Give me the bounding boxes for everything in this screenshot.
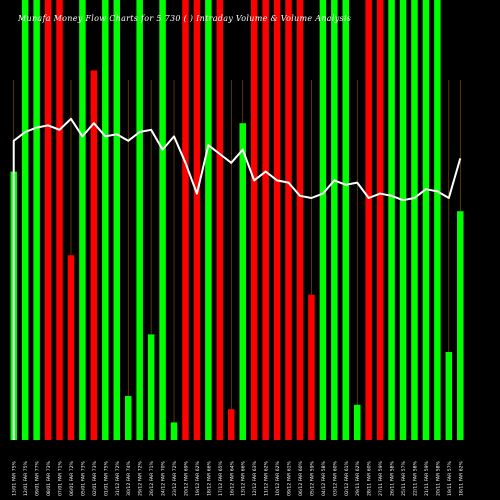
volume-bar <box>457 211 464 440</box>
volume-bar <box>342 0 350 440</box>
volume-bar <box>44 0 52 440</box>
x-tick-label: 12/12 FAR 63% <box>252 460 258 496</box>
x-tick-label: 09/12 FAR 61% <box>287 460 293 496</box>
volume-bar <box>102 0 109 440</box>
volume-bar <box>273 0 281 440</box>
volume-bar <box>124 396 132 440</box>
volume-bars <box>10 0 464 441</box>
x-tick-label: 28/11 FAR 60% <box>367 460 373 496</box>
x-tick-label: 18/11 FAR 62% <box>458 460 464 496</box>
volume-bar <box>33 0 40 440</box>
x-tick-label: 11/12 FAR 62% <box>264 460 270 496</box>
volume-bar <box>308 294 315 440</box>
volume-bar <box>365 0 372 440</box>
volume-bar <box>262 0 269 440</box>
volume-bar <box>159 0 166 440</box>
x-tick-label: 02/01 FAR 73% <box>92 460 98 496</box>
volume-bar <box>90 70 98 441</box>
volume-bar <box>79 0 86 440</box>
volume-bar <box>285 0 292 440</box>
x-tick-label: 16/12 FAR 64% <box>229 460 235 496</box>
price-line <box>12 117 462 440</box>
volume-bar <box>56 0 63 440</box>
x-tick-label: 18/12 FAR 66% <box>206 460 212 496</box>
x-tick-label: 21/11 FAR 59% <box>424 460 430 496</box>
volume-bar <box>376 0 384 440</box>
x-tick-label: 29/11 FAR 62% <box>355 460 361 496</box>
x-tick-label: 01/01 FAR 75% <box>103 460 109 496</box>
volume-bar <box>422 0 430 440</box>
volume-bar <box>21 0 29 440</box>
x-tick-label: 05/12 FAR 59% <box>309 460 315 496</box>
volume-bar <box>239 123 246 440</box>
volume-bar <box>250 0 258 440</box>
x-tick-label: 26/11 FAR 58% <box>390 460 396 496</box>
volume-bar <box>319 0 327 440</box>
x-tick-label: 19/11 FAR 57% <box>447 460 453 496</box>
volume-bar <box>411 0 418 440</box>
volume-bar <box>353 404 361 440</box>
volume-bar <box>399 0 407 440</box>
volume-bar <box>228 409 235 440</box>
x-tick-label: 20/12 FAR 69% <box>183 460 189 496</box>
x-tick-label: 13/12 FAR 66% <box>241 460 247 496</box>
x-tick-label: 12/01 FAR 75% <box>23 460 29 496</box>
x-tick-label: 31/12 FAR 72% <box>115 460 121 496</box>
x-tick-label: 22/11 FAR 58% <box>412 460 418 496</box>
volume-bar <box>445 352 453 440</box>
x-tick-label: 20/11 FAR 58% <box>435 460 441 496</box>
x-tick-label: 10/12 FAR 62% <box>275 460 281 496</box>
x-tick-label: 02/12 FAR 61% <box>344 460 350 496</box>
volume-bar <box>434 0 441 440</box>
x-tick-label: 25/11 FAR 57% <box>401 460 407 496</box>
volume-bar <box>67 255 75 440</box>
x-tick-label: 27/11 FAR 59% <box>378 460 384 496</box>
volume-bar <box>331 0 338 440</box>
x-tick-label: 19/12 FAR 62% <box>195 460 201 496</box>
volume-bar <box>113 0 121 440</box>
volume-bar <box>216 0 224 440</box>
chart-title: Munafa Money Flow Charts for 5 730 ( ) I… <box>18 14 352 23</box>
x-tick-label: 13/01 FAR 75% <box>12 460 18 496</box>
x-tick-label: 09/01 FAR 77% <box>35 460 41 496</box>
x-tick-labels: 13/01 FAR 75% 12/01 FAR 75% 09/01 FAR 77% 0… <box>12 460 465 496</box>
x-tick-label: 24/12 FAR 70% <box>161 460 167 496</box>
volume-bar <box>296 0 304 440</box>
x-tick-label: 07/01 FAR 71% <box>58 460 64 496</box>
x-tick-label: 06/01 FAR 72% <box>69 460 75 496</box>
volume-bar <box>182 0 189 440</box>
volume-bar <box>205 0 212 440</box>
volume-bar <box>388 0 395 440</box>
volume-bar <box>136 0 143 440</box>
x-tick-label: 06/12 FAR 60% <box>298 460 304 496</box>
x-tick-label: 04/12 FAR 58% <box>321 460 327 496</box>
volume-bar <box>193 0 201 440</box>
volume-bar <box>170 422 178 440</box>
x-tick-label: 23/12 FAR 72% <box>172 460 178 496</box>
x-tick-label: 30/12 FAR 74% <box>126 460 132 496</box>
x-tick-label: 17/12 FAR 65% <box>218 460 224 496</box>
volume-bar <box>147 334 155 440</box>
x-tick-label: 03/12 FAR 60% <box>332 460 338 496</box>
x-tick-label: 05/01 FAR 73% <box>80 460 86 496</box>
x-tick-label: 29/12 FAR 72% <box>138 460 144 496</box>
x-tick-label: 26/12 FAR 71% <box>149 460 155 496</box>
x-tick-label: 08/01 FAR 73% <box>46 460 52 496</box>
